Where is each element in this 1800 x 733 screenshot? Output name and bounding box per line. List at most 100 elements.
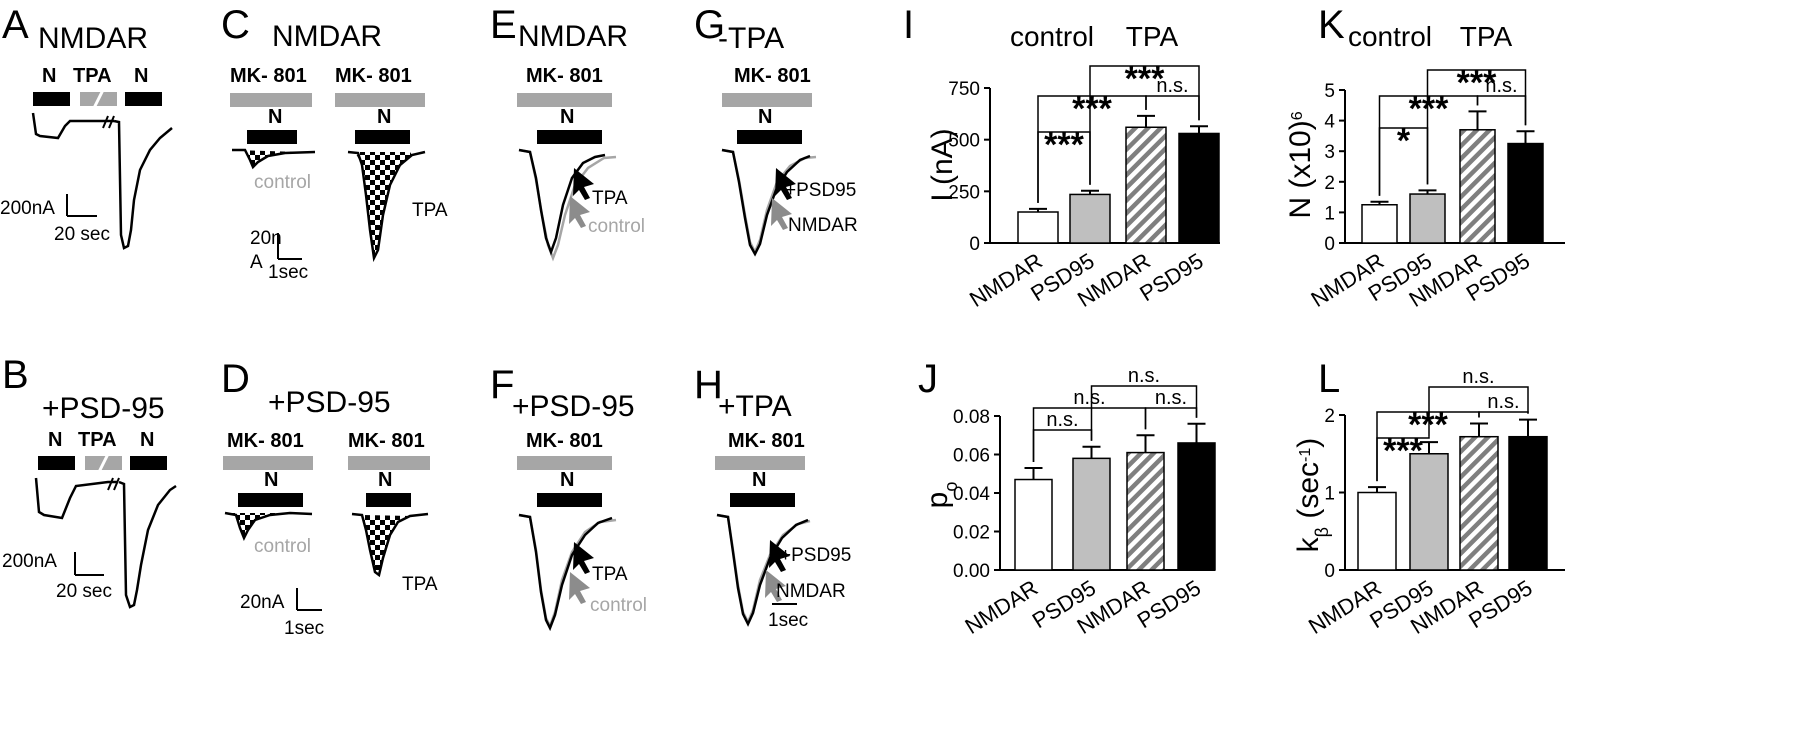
arrow-nmdar xyxy=(765,570,786,602)
significance-label: n.s. xyxy=(1155,387,1187,409)
bar xyxy=(1508,435,1548,571)
scale-a-x: 20 sec xyxy=(54,224,110,245)
mk801-label: MK- 801 xyxy=(526,430,603,452)
bar-n-2 xyxy=(366,493,411,507)
bar-mk801 xyxy=(517,93,612,107)
label-tpa: TPA xyxy=(592,564,628,585)
bar-mk801-1 xyxy=(223,456,313,470)
label-nmdar: NMDAR xyxy=(788,215,858,236)
mk801-label-1: MK- 801 xyxy=(230,65,307,87)
mk801-label: MK- 801 xyxy=(728,430,805,452)
bar-n-1 xyxy=(247,130,297,144)
significance-label: n.s. xyxy=(1046,409,1078,431)
chart-j: J 0.000.020.040.060.08poNMDARPSD95NMDARP… xyxy=(918,357,1216,639)
bar xyxy=(1178,132,1220,244)
bar-n-2 xyxy=(130,456,167,470)
panel-a: A NMDAR N TPA N 200nA 20 sec xyxy=(0,3,173,250)
arrow-control xyxy=(569,196,590,228)
significance-bracket xyxy=(1478,411,1529,418)
significance-bracket xyxy=(1428,386,1529,437)
y-tick-label: 0 xyxy=(1324,234,1335,255)
trace-d-tpa xyxy=(351,512,429,578)
panel-h: H +TPA MK- 801 N +PSD95 NMDAR 1sec xyxy=(694,363,851,631)
group-label: TPA xyxy=(1460,21,1513,52)
group-label: control xyxy=(1348,21,1432,52)
group-label: TPA xyxy=(1126,21,1179,52)
scale-b-y: 200nA xyxy=(2,551,57,572)
significance-label: n.s. xyxy=(1073,387,1105,409)
bar xyxy=(1125,126,1167,244)
label-n-1: N xyxy=(264,469,278,491)
label-n: N xyxy=(560,469,574,491)
panel-g-title: -TPA xyxy=(718,22,784,55)
label-n: N xyxy=(560,106,574,128)
mk801-label-2: MK- 801 xyxy=(348,430,425,452)
significance-label: * xyxy=(1397,122,1411,160)
bar xyxy=(1459,435,1499,571)
bar-mk801-2 xyxy=(335,93,425,107)
label-n: N xyxy=(758,106,772,128)
mk801-label: MK- 801 xyxy=(526,65,603,87)
bar-n xyxy=(537,493,602,507)
panel-letter-j: J xyxy=(918,357,938,401)
y-tick-label: 2 xyxy=(1324,173,1335,194)
bar-n-2 xyxy=(125,92,162,106)
label-psd95: +PSD95 xyxy=(785,180,856,201)
bar xyxy=(1409,193,1446,244)
label-psd95: +PSD95 xyxy=(780,545,851,566)
label-n-1: N xyxy=(268,106,282,128)
label-tpa: TPA xyxy=(73,65,112,87)
mk801-label: MK- 801 xyxy=(734,65,811,87)
y-tick-label: 4 xyxy=(1324,112,1335,133)
panel-g: G -TPA MK- 801 N +PSD95 NMDAR xyxy=(694,3,858,257)
panel-letter-g: G xyxy=(694,3,725,47)
mk801-label-1: MK- 801 xyxy=(227,430,304,452)
scale-a-y: 200nA xyxy=(0,198,55,219)
bar xyxy=(1069,193,1111,244)
bar-n-2 xyxy=(355,130,410,144)
panel-letter-c: C xyxy=(221,3,250,47)
significance-label: n.s. xyxy=(1487,391,1519,413)
y-tick-label: 250 xyxy=(948,182,980,203)
label-tpa: TPA xyxy=(402,574,438,595)
y-tick-label: 500 xyxy=(948,131,980,152)
y-axis-label: I (nA) xyxy=(926,128,959,201)
y-tick-label: 0 xyxy=(969,234,980,255)
panel-letter-a: A xyxy=(2,3,29,47)
bar-n xyxy=(537,130,602,144)
panel-letter-f: F xyxy=(490,363,514,407)
significance-bracket xyxy=(1090,385,1198,441)
panel-f: F +PSD-95 MK- 801 N TPA control xyxy=(490,363,647,632)
arrow-control xyxy=(569,572,590,604)
bar-mk801-1 xyxy=(230,93,312,107)
arrow-psd95 xyxy=(775,168,796,200)
panel-h-title: +TPA xyxy=(718,390,792,423)
bar xyxy=(1357,491,1397,571)
bar-n-1 xyxy=(38,456,75,470)
label-control: control xyxy=(254,172,311,193)
arrow-nmdar xyxy=(771,198,792,230)
arrow-tpa xyxy=(573,168,594,200)
label-tpa: TPA xyxy=(412,200,448,221)
bar-n xyxy=(737,130,802,144)
y-tick-label: 5 xyxy=(1324,81,1335,102)
y-tick-label: 1 xyxy=(1324,203,1335,224)
y-tick-label: 0.04 xyxy=(953,484,990,505)
y-tick-label: 3 xyxy=(1324,142,1335,163)
trace-d-control xyxy=(224,511,313,542)
significance-bracket xyxy=(1476,95,1527,126)
panel-letter-d: D xyxy=(221,357,250,401)
panel-b: B +PSD-95 N TPA N 200nA 20 sec xyxy=(2,353,177,609)
label-n-1: N xyxy=(48,429,62,451)
significance-label: *** xyxy=(1072,90,1112,128)
y-tick-label: 1 xyxy=(1324,484,1335,505)
significance-bracket xyxy=(1089,65,1200,185)
significance-label: *** xyxy=(1044,126,1084,164)
panel-e-title: NMDAR xyxy=(518,20,628,53)
bar xyxy=(1459,129,1496,244)
label-n-2: N xyxy=(377,106,391,128)
panel-letter-e: E xyxy=(490,3,517,47)
trace-c-control xyxy=(232,148,316,170)
trace-b xyxy=(34,477,118,520)
